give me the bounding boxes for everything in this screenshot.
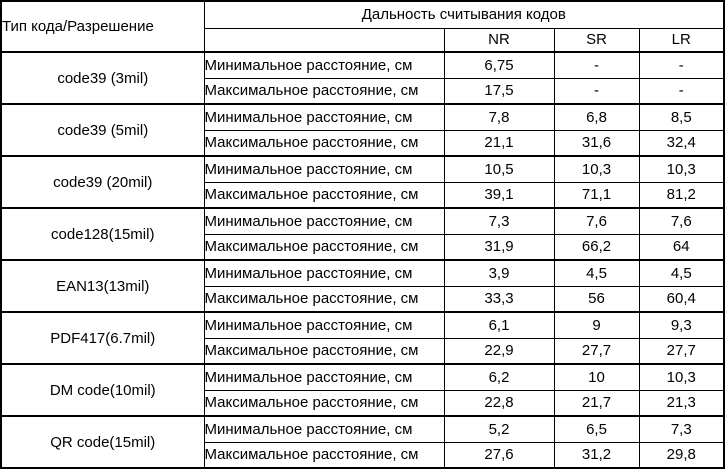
value-cell: 10,3 xyxy=(638,363,725,391)
max-distance-label: Максимальное расстояние, см xyxy=(203,337,445,365)
value-cell: 7,3 xyxy=(638,415,725,443)
value-cell: 64 xyxy=(638,233,725,261)
value-cell: 21,3 xyxy=(638,389,725,417)
group-dm-code-10mil: DM code(10mil) Минимальное расстояние, с… xyxy=(0,363,725,417)
value-cell: 71,1 xyxy=(553,181,640,209)
value-cell: 9,3 xyxy=(638,311,725,339)
value-cell: 21,7 xyxy=(553,389,640,417)
max-distance-label: Максимальное расстояние, см xyxy=(203,129,445,157)
value-cell: 81,2 xyxy=(638,181,725,209)
code-type-cell: PDF417(6.7mil) xyxy=(0,311,205,365)
value-cell: 7,8 xyxy=(443,103,555,131)
header-col-nr: NR xyxy=(443,27,555,53)
value-cell: 27,7 xyxy=(553,337,640,365)
value-cell: 10,5 xyxy=(443,155,555,183)
value-cell: 6,8 xyxy=(553,103,640,131)
header-col-lr: LR xyxy=(638,27,725,53)
min-distance-label: Минимальное расстояние, см xyxy=(203,103,445,131)
value-cell: 3,9 xyxy=(443,259,555,287)
code-type-cell: EAN13(13mil) xyxy=(0,259,205,313)
value-cell: 10,3 xyxy=(553,155,640,183)
value-cell: 21,1 xyxy=(443,129,555,157)
value-cell: 27,6 xyxy=(443,441,555,469)
min-distance-label: Минимальное расстояние, см xyxy=(203,155,445,183)
header-code-type: Тип кода/Разрешение xyxy=(0,0,205,53)
min-distance-label: Минимальное расстояние, см xyxy=(203,415,445,443)
min-distance-label: Минимальное расстояние, см xyxy=(203,363,445,391)
table-header: Тип кода/Разрешение Дальность считывания… xyxy=(0,0,725,53)
value-cell: 39,1 xyxy=(443,181,555,209)
value-cell: 27,7 xyxy=(638,337,725,365)
min-distance-label: Минимальное расстояние, см xyxy=(203,207,445,235)
value-cell: - xyxy=(638,51,725,79)
value-cell: 10 xyxy=(553,363,640,391)
value-cell: - xyxy=(553,51,640,79)
group-code39-20mil: code39 (20mil) Минимальное расстояние, с… xyxy=(0,155,725,209)
value-cell: 29,8 xyxy=(638,441,725,469)
max-distance-label: Максимальное расстояние, см xyxy=(203,285,445,313)
value-cell: 10,3 xyxy=(638,155,725,183)
value-cell: 4,5 xyxy=(638,259,725,287)
group-qr-code-15mil: QR code(15mil) Минимальное расстояние, с… xyxy=(0,415,725,469)
max-distance-label: Максимальное расстояние, см xyxy=(203,389,445,417)
value-cell: 6,5 xyxy=(553,415,640,443)
min-distance-label: Минимальное расстояние, см xyxy=(203,259,445,287)
max-distance-label: Максимальное расстояние, см xyxy=(203,181,445,209)
group-code39-5mil: code39 (5mil) Минимальное расстояние, см… xyxy=(0,103,725,157)
max-distance-label: Максимальное расстояние, см xyxy=(203,233,445,261)
value-cell: 7,6 xyxy=(638,207,725,235)
code-type-cell: code128(15mil) xyxy=(0,207,205,261)
value-cell: - xyxy=(638,77,725,105)
code-type-cell: code39 (3mil) xyxy=(0,51,205,105)
code-type-cell: DM code(10mil) xyxy=(0,363,205,417)
min-distance-label: Минимальное расстояние, см xyxy=(203,51,445,79)
value-cell: 6,1 xyxy=(443,311,555,339)
header-span-title: Дальность считывания кодов xyxy=(203,0,725,29)
value-cell: 7,3 xyxy=(443,207,555,235)
value-cell: 31,6 xyxy=(553,129,640,157)
min-distance-label: Минимальное расстояние, см xyxy=(203,311,445,339)
value-cell: 5,2 xyxy=(443,415,555,443)
code-type-cell: QR code(15mil) xyxy=(0,415,205,469)
max-distance-label: Максимальное расстояние, см xyxy=(203,77,445,105)
value-cell: 60,4 xyxy=(638,285,725,313)
value-cell: 56 xyxy=(553,285,640,313)
value-cell: 66,2 xyxy=(553,233,640,261)
value-cell: 8,5 xyxy=(638,103,725,131)
group-ean13-13mil: EAN13(13mil) Минимальное расстояние, см … xyxy=(0,259,725,313)
value-cell: 22,8 xyxy=(443,389,555,417)
code-type-cell: code39 (20mil) xyxy=(0,155,205,209)
group-code39-3mil: code39 (3mil) Минимальное расстояние, см… xyxy=(0,51,725,105)
value-cell: - xyxy=(553,77,640,105)
header-empty-cell xyxy=(203,27,445,53)
header-col-sr: SR xyxy=(553,27,640,53)
value-cell: 6,2 xyxy=(443,363,555,391)
value-cell: 32,4 xyxy=(638,129,725,157)
value-cell: 4,5 xyxy=(553,259,640,287)
value-cell: 31,2 xyxy=(553,441,640,469)
code-type-cell: code39 (5mil) xyxy=(0,103,205,157)
value-cell: 17,5 xyxy=(443,77,555,105)
value-cell: 31,9 xyxy=(443,233,555,261)
value-cell: 33,3 xyxy=(443,285,555,313)
value-cell: 7,6 xyxy=(553,207,640,235)
max-distance-label: Максимальное расстояние, см xyxy=(203,441,445,469)
group-code128-15mil: code128(15mil) Минимальное расстояние, с… xyxy=(0,207,725,261)
group-pdf417-67mil: PDF417(6.7mil) Минимальное расстояние, с… xyxy=(0,311,725,365)
value-cell: 22,9 xyxy=(443,337,555,365)
value-cell: 6,75 xyxy=(443,51,555,79)
value-cell: 9 xyxy=(553,311,640,339)
